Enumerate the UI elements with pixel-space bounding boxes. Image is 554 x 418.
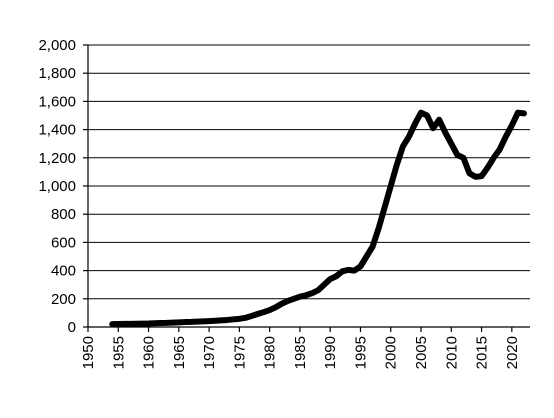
y-tick-label-800: 800	[51, 206, 76, 223]
x-tick-label-1965: 1965	[171, 336, 188, 369]
x-tick-label-2010: 2010	[443, 336, 460, 369]
x-tick-label-1950: 1950	[80, 336, 97, 369]
x-tick-label-1960: 1960	[141, 336, 158, 369]
axes	[83, 44, 530, 332]
gridlines	[88, 44, 530, 300]
y-tick-label-1600: 1,600	[38, 93, 76, 110]
x-tick-label-1955: 1955	[110, 336, 127, 369]
x-tick-labels: 1950 1955 1960 1965 1970 1975 1980 1985 1990 1995…	[80, 336, 521, 369]
x-tick-label-2015: 2015	[474, 336, 491, 369]
x-tick-label-1970: 1970	[201, 336, 218, 369]
y-tick-label-1200: 1,200	[38, 150, 76, 167]
x-tick-label-1980: 1980	[262, 336, 279, 369]
y-tick-labels: 0 200 400 600 800 1,000 1,200 1,400 1,600 1,800 2,…	[38, 37, 76, 336]
x-tick-label-2005: 2005	[413, 336, 430, 369]
y-tick-label-600: 600	[51, 234, 76, 251]
series-layer	[109, 109, 527, 328]
y-tick-label-0: 0	[68, 319, 76, 336]
x-tick-label-1975: 1975	[231, 336, 248, 369]
series-line-0	[109, 109, 527, 328]
x-tick-label-2020: 2020	[504, 336, 521, 369]
x-tick-label-1995: 1995	[352, 336, 369, 369]
x-tick-label-2000: 2000	[383, 336, 400, 369]
y-tick-label-200: 200	[51, 291, 76, 308]
x-tick-label-1990: 1990	[322, 336, 339, 369]
y-tick-label-1400: 1,400	[38, 122, 76, 139]
y-tick-label-400: 400	[51, 263, 76, 280]
y-tick-label-1000: 1,000	[38, 178, 76, 195]
y-tick-label-1800: 1,800	[38, 65, 76, 82]
y-tick-label-2000: 2,000	[38, 37, 76, 54]
x-tick-label-1985: 1985	[292, 336, 309, 369]
